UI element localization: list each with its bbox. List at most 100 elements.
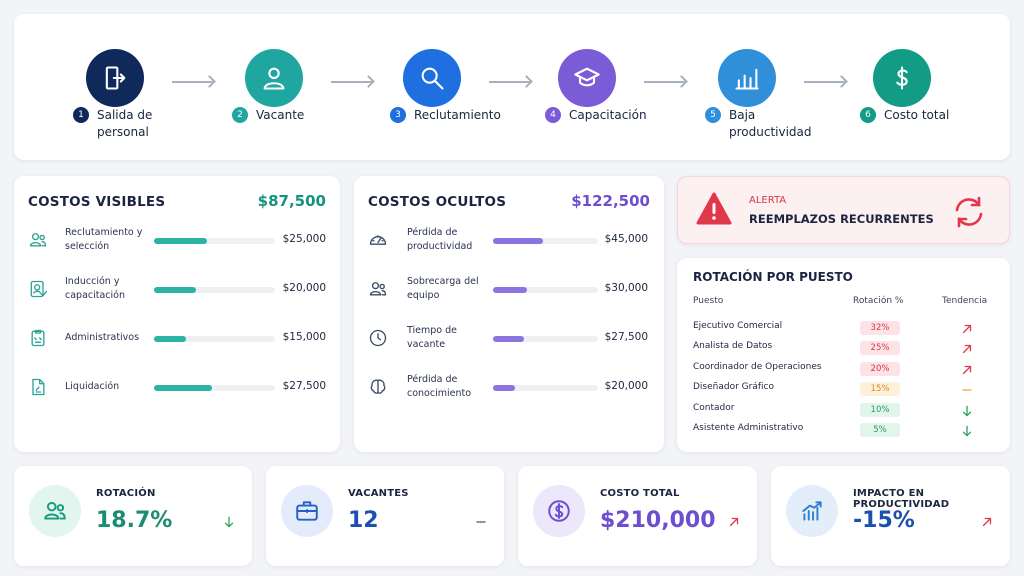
step-label-group: 2 Vacante [232, 107, 304, 124]
icon-part [982, 517, 992, 527]
icon [44, 501, 66, 520]
kpi-icon [29, 485, 81, 537]
kpi-card: ROTACIÓN 18.7% [14, 466, 252, 566]
rotation-badge: 25% [860, 341, 900, 356]
flow-arrow [489, 81, 531, 83]
icon [296, 501, 318, 521]
table-row: Ejecutivo Comercial 32% [677, 318, 1010, 338]
cost-label: Inducción y capacitación [65, 276, 126, 301]
cost-bar [493, 336, 524, 342]
icon-part [962, 425, 972, 437]
bar-track [154, 287, 275, 293]
rotation-badge: 10% [860, 402, 900, 417]
alert-tag: ALERTA [749, 195, 787, 206]
rotation-badge: 32% [860, 321, 900, 335]
panel-title: COSTOS OCULTOS [368, 194, 507, 210]
bar-track [154, 385, 275, 391]
cost-label: Liquidación [65, 381, 120, 392]
table-title: ROTACIÓN POR PUESTO [693, 270, 853, 284]
cost-amount: $20,000 [604, 380, 648, 392]
icon-part [381, 290, 387, 296]
icon-part [112, 73, 126, 83]
icon-part [574, 67, 600, 82]
cost-amount: $45,000 [604, 233, 648, 245]
icon-part [296, 501, 318, 514]
icon [729, 517, 739, 527]
kpi-card: COSTO TOTAL $210,000 [518, 466, 757, 566]
icon-part [962, 324, 972, 334]
icon-part [802, 501, 822, 521]
kpi-value: $210,000 [600, 508, 716, 533]
icon-part [32, 378, 45, 396]
icon-part [369, 291, 382, 296]
icon [369, 235, 387, 245]
step-label: Costo total [884, 108, 950, 122]
icon-part [59, 512, 66, 520]
icon-part [44, 513, 60, 520]
icon-part [29, 242, 42, 247]
trend-icon [960, 423, 974, 442]
icon-part [41, 241, 47, 247]
icon-part [377, 333, 382, 341]
cost-bar [154, 336, 186, 342]
step-label-group: 5 Baja productividad [705, 107, 812, 141]
icon-part [896, 66, 908, 90]
icon [735, 68, 759, 90]
kpi-trend [222, 514, 236, 533]
cost-label: Sobrecarga del equipo [407, 276, 479, 301]
kpi-value: 12 [348, 508, 379, 533]
cost-amount: $20,000 [282, 282, 326, 294]
icon [31, 329, 45, 347]
cost-amount: $27,500 [282, 380, 326, 392]
icon-part [296, 504, 318, 521]
kpi-card: IMPACTO EN PRODUCTIVIDAD -15% [771, 466, 1010, 566]
trend-icon [960, 362, 974, 381]
icon-part [34, 329, 42, 343]
cost-icon [28, 377, 48, 401]
icon [263, 67, 285, 90]
cost-row: Sobrecarga del equipo $30,000 [354, 269, 664, 309]
icon [982, 517, 992, 527]
icon [962, 389, 972, 391]
table-row: Asistente Administrativo 5% [677, 420, 1010, 440]
bar-track [154, 336, 275, 342]
icon [421, 67, 444, 90]
icon [30, 280, 47, 298]
rotation-badge: 15% [860, 382, 900, 397]
kpi-label: VACANTES [348, 488, 409, 499]
step-label: Salida de personal [97, 108, 153, 139]
step-label: Reclutamiento [414, 108, 501, 122]
step-icon [558, 49, 616, 107]
cost-row: Liquidación $27,500 [14, 367, 340, 407]
step-number: 3 [390, 107, 406, 123]
cost-icon [28, 230, 48, 254]
icon-part [957, 212, 983, 226]
role-name: Contador [693, 402, 735, 413]
icon-part [31, 330, 45, 347]
icon-part [712, 203, 716, 214]
icon-part [970, 196, 981, 207]
icon-part [224, 516, 234, 528]
icon [962, 405, 972, 416]
panel-total: $122,500 [571, 192, 650, 210]
icon [574, 67, 600, 87]
icon-part [370, 379, 386, 394]
trend-icon [960, 321, 974, 340]
icon-part [33, 290, 47, 297]
icon-part [578, 75, 596, 87]
icon [369, 282, 387, 296]
icon-part [955, 198, 981, 212]
icon-part [962, 405, 972, 416]
cost-bar [493, 385, 516, 391]
cost-label: Administrativos [65, 332, 140, 343]
visible-costs-panel: COSTOS VISIBLES $87,500 Reclutamiento y … [14, 176, 340, 452]
rotation-badge: 20% [860, 361, 900, 376]
icon-part [434, 80, 444, 90]
kpi-trend [474, 514, 488, 533]
table-row: Contador 10% [677, 400, 1010, 420]
rotation-table: ROTACIÓN POR PUESTO Puesto Rotación % Te… [677, 258, 1010, 452]
cost-bar [493, 287, 527, 293]
cost-amount: $27,500 [604, 331, 648, 343]
icon-part [372, 235, 384, 244]
